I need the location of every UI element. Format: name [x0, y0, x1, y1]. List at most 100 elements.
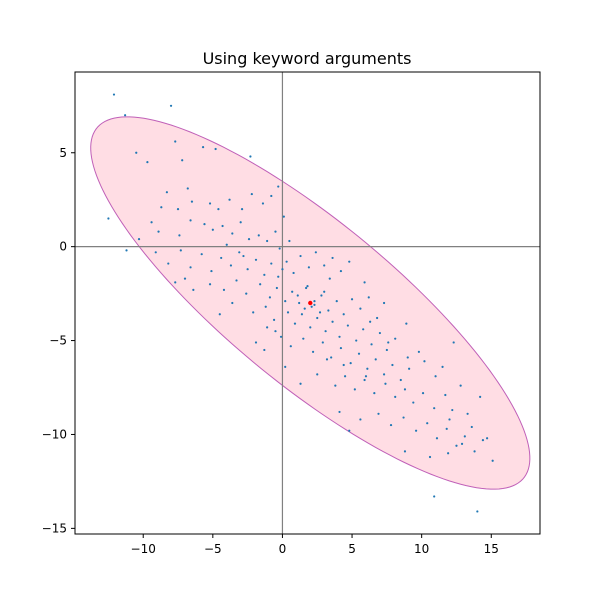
scatter-point — [254, 341, 258, 344]
scatter-point — [434, 375, 437, 378]
scatter-point — [208, 283, 212, 286]
scatter-point — [311, 350, 315, 353]
scatter-point — [239, 221, 242, 224]
scatter-point — [353, 388, 356, 391]
scatter-point — [137, 238, 141, 241]
scatter-point — [154, 251, 157, 254]
scatter-point — [444, 393, 447, 397]
scatter-point — [479, 395, 482, 398]
scatter-point — [366, 367, 369, 370]
scatter-point — [274, 230, 277, 233]
scatter-point — [298, 301, 301, 305]
scatter-point — [466, 412, 469, 415]
scatter-point — [373, 392, 376, 395]
scatter-point — [249, 155, 252, 158]
scatter-point — [285, 260, 288, 263]
scatter-point — [300, 313, 304, 316]
scatter-point — [346, 324, 349, 327]
scatter-point — [266, 326, 269, 329]
scatter-point — [452, 341, 455, 344]
scatter-point — [135, 151, 138, 154]
scatter-point — [325, 358, 329, 361]
scatter-point — [314, 251, 317, 254]
chart-title: Using keyword arguments — [203, 49, 412, 68]
scatter-point — [451, 408, 454, 412]
scatter-point — [334, 384, 337, 387]
scatter-point — [339, 269, 343, 273]
scatter-point — [107, 217, 110, 220]
scatter-point — [214, 147, 217, 151]
scatter-point — [277, 275, 280, 278]
scatter-point — [266, 239, 269, 243]
scatter-point — [313, 300, 316, 303]
scatter-point — [310, 305, 313, 308]
scatter-point — [343, 375, 347, 378]
scatter-point — [257, 234, 260, 237]
scatter-point — [167, 262, 170, 265]
scatter-point — [309, 326, 312, 329]
scatter-point — [412, 401, 415, 404]
x-tick-label: −5 — [204, 542, 222, 556]
scatter-point — [231, 232, 234, 235]
scatter-point — [299, 382, 302, 385]
scatter-point — [272, 318, 276, 321]
scatter-point — [316, 373, 319, 376]
scatter-point — [338, 410, 341, 414]
scatter-point — [218, 313, 221, 316]
scatter-point — [261, 202, 265, 205]
scatter-point — [284, 365, 287, 368]
scatter-point — [433, 407, 436, 410]
scatter-point — [281, 268, 284, 271]
scatter-point — [286, 311, 290, 314]
scatter-point — [377, 412, 380, 415]
scatter-point — [278, 247, 281, 250]
x-tick-label: 0 — [279, 542, 287, 556]
scatter-point — [259, 283, 262, 286]
scatter-point — [217, 208, 220, 211]
scatter-point — [433, 495, 436, 498]
scatter-point — [299, 254, 302, 258]
scatter-point — [201, 146, 205, 149]
scatter-point — [211, 228, 214, 231]
scatter-point — [208, 202, 212, 205]
scatter-point — [264, 305, 267, 308]
scatter-point — [423, 360, 426, 363]
scatter-point — [320, 294, 323, 297]
scatter-point — [328, 277, 331, 280]
plot-area — [75, 72, 540, 534]
y-tick-label: −10 — [42, 427, 67, 441]
scatter-point — [176, 208, 180, 211]
scatter-point — [250, 192, 253, 196]
scatter-point — [246, 268, 249, 271]
scatter-point — [459, 384, 462, 387]
scatter-point — [160, 206, 163, 209]
scatter-point — [399, 378, 402, 382]
scatter-point — [254, 258, 258, 261]
scatter-point — [270, 194, 273, 198]
scatter-point — [296, 294, 299, 297]
scatter-point — [270, 262, 273, 265]
scatter-point — [313, 303, 316, 306]
scatter-point — [331, 256, 334, 260]
scatter-point — [284, 300, 287, 303]
scatter-point — [428, 455, 432, 459]
scatter-point — [491, 459, 494, 462]
scatter-point — [369, 320, 372, 323]
scatter-point — [192, 288, 195, 291]
scatter-point — [382, 301, 386, 305]
scatter-point — [382, 373, 386, 376]
scatter-point — [402, 416, 405, 419]
scatter-point — [274, 330, 277, 333]
scatter-point — [302, 337, 305, 340]
scatter-point — [350, 298, 354, 301]
scatter-point — [460, 442, 464, 445]
scatter-point — [183, 277, 187, 280]
scatter-point — [293, 322, 297, 325]
scatter-point — [279, 335, 283, 338]
scatter-point — [405, 322, 408, 325]
scatter-point — [349, 362, 352, 365]
scatter-point — [387, 341, 390, 344]
scatter-point — [367, 296, 370, 299]
